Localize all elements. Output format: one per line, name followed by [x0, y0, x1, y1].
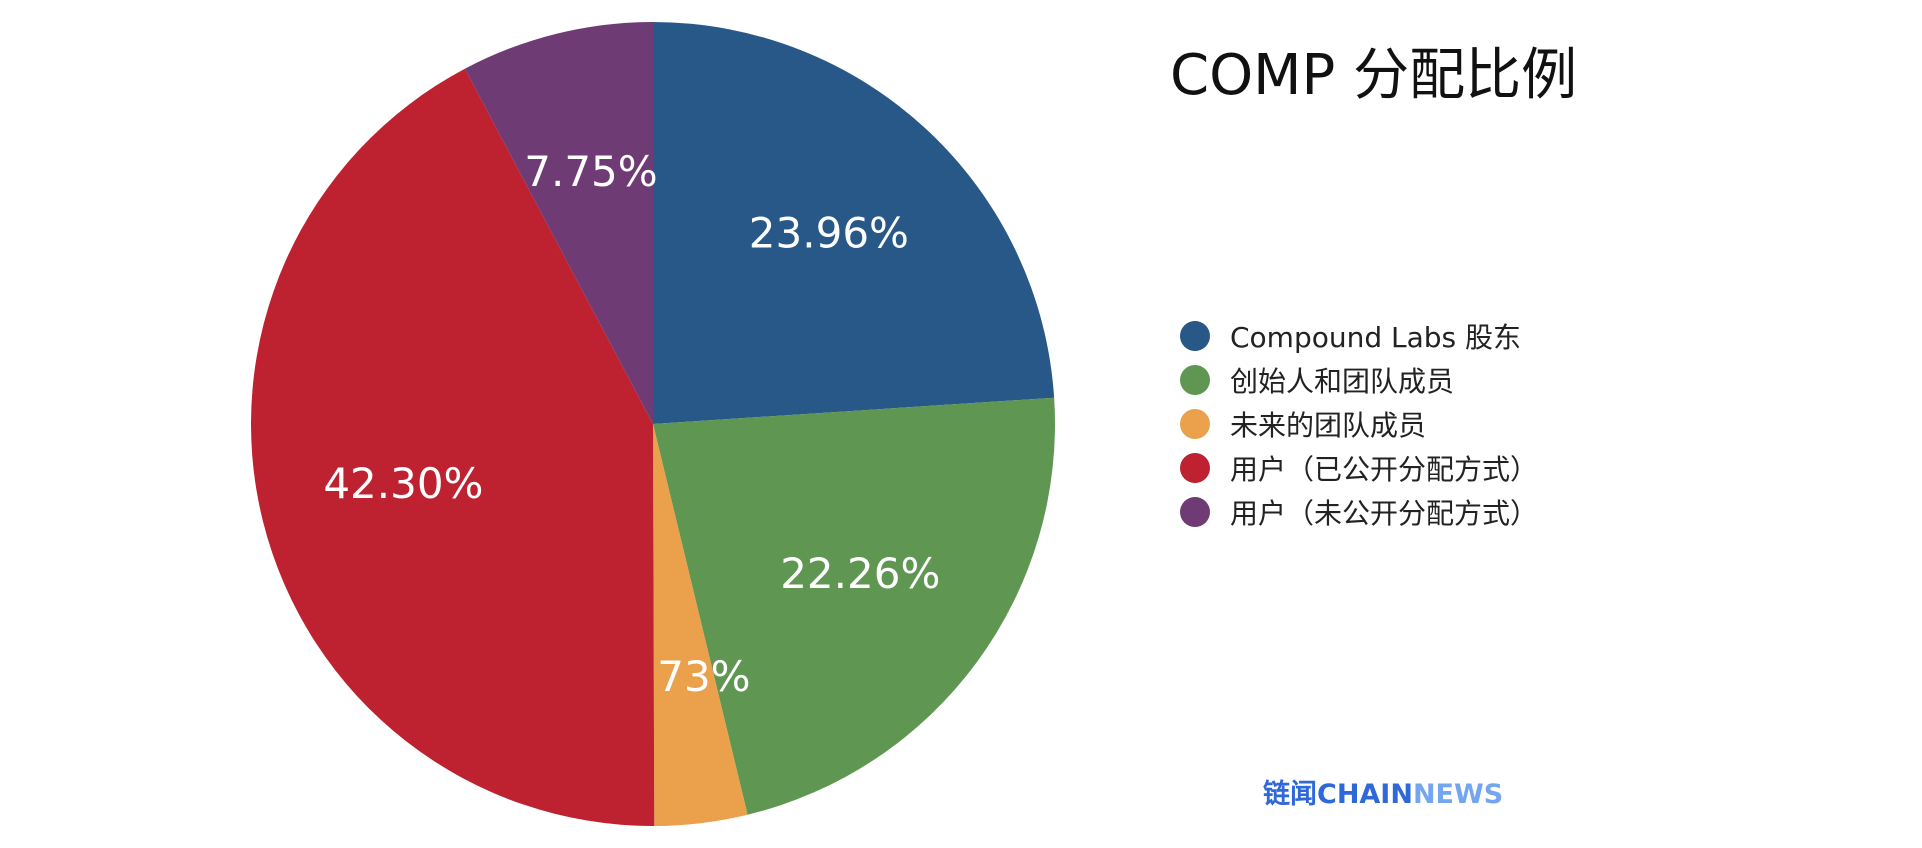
brand-news-text: NEWS	[1412, 779, 1504, 810]
pie-slice-label-2: 22.26%	[780, 549, 940, 598]
pie-slice-label-4: 42.30%	[323, 459, 483, 508]
pie-slice-5	[464, 22, 653, 424]
legend-item-5: 用户（未公开分配方式）	[1180, 490, 1538, 534]
brand-chinese-text: 链闻	[1263, 779, 1317, 810]
legend-label-5: 用户（未公开分配方式）	[1230, 497, 1539, 530]
pie-slice-label-1: 23.96%	[749, 209, 909, 258]
legend-swatch-2	[1180, 365, 1210, 395]
legend-swatch-5	[1180, 497, 1210, 527]
pie-slice-4	[251, 68, 655, 827]
legend-item-4: 用户（已公开分配方式）	[1180, 446, 1538, 490]
legend-label-3: 未来的团队成员	[1230, 409, 1427, 442]
chainnews-logo: 链闻CHAINNEWS	[1263, 772, 1503, 811]
pie-slice-1	[653, 22, 1055, 424]
pie-slice-3	[653, 424, 748, 826]
legend-item-2: 创始人和团队成员	[1180, 358, 1538, 402]
chart-title: COMP 分配比例	[1170, 43, 1578, 108]
legend: Compound Labs 股东 创始人和团队成员 未来的团队成员用户（已公开分配方…	[1180, 314, 1538, 534]
legend-swatch-3	[1180, 409, 1210, 439]
brand-chain-text: CHAIN	[1317, 779, 1413, 810]
legend-label-1: Compound Labs 股东	[1230, 321, 1522, 354]
legend-swatch-1	[1180, 321, 1210, 351]
pie-slice-label-5: 7.75%	[524, 147, 657, 196]
pie-slice-2	[653, 397, 1056, 815]
legend-item-3: 未来的团队成员	[1180, 402, 1538, 446]
legend-label-2: 创始人和团队成员	[1230, 365, 1455, 398]
legend-label-4: 用户（已公开分配方式）	[1230, 453, 1539, 486]
legend-swatch-4	[1180, 453, 1210, 483]
legend-item-1: Compound Labs 股东	[1180, 314, 1538, 358]
